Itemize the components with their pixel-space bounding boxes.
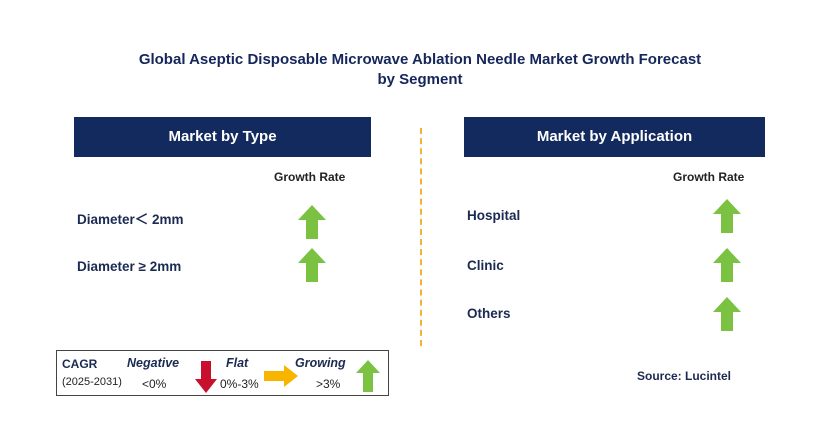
up-arrow-icon (356, 360, 380, 392)
up-arrow-icon (713, 297, 741, 331)
legend-growing-range: >3% (316, 377, 341, 391)
legend-flat-label: Flat (226, 356, 249, 370)
application-header: Market by Application (464, 117, 765, 157)
legend-flat-range: 0%-3% (220, 377, 259, 391)
legend-negative-range: <0% (142, 377, 167, 391)
right-arrow-icon (264, 365, 298, 387)
down-arrow-icon (195, 361, 217, 393)
up-arrow-icon (713, 248, 741, 282)
panel-divider (420, 128, 422, 346)
up-arrow-icon (713, 199, 741, 233)
application-growth-rate-label: Growth Rate (673, 170, 745, 184)
application-item-3: Others (467, 306, 511, 321)
up-arrow-icon (298, 248, 326, 282)
type-item-2: Diameter ≥ 2mm (77, 259, 182, 274)
cagr-legend: CAGR (2025-2031) Negative <0% Flat 0%-3%… (56, 350, 389, 396)
title-line-2: by Segment (377, 71, 463, 88)
up-arrow-icon (298, 205, 326, 239)
legend-growing-label: Growing (295, 356, 346, 370)
legend-cagr-label: CAGR (62, 357, 98, 371)
application-item-2: Clinic (467, 258, 504, 273)
title-line-1: Global Aseptic Disposable Microwave Abla… (138, 51, 702, 68)
source-text: Source: Lucintel (637, 369, 732, 383)
type-growth-rate-label: Growth Rate (274, 170, 346, 184)
chart-title: Global Aseptic Disposable Microwave Abla… (60, 50, 780, 90)
type-item-1: Diameter＜ 2mm (77, 212, 184, 227)
legend-period: (2025-2031) (62, 376, 122, 388)
application-item-1: Hospital (467, 208, 521, 223)
legend-negative-label: Negative (127, 356, 180, 370)
type-header: Market by Type (74, 117, 371, 157)
